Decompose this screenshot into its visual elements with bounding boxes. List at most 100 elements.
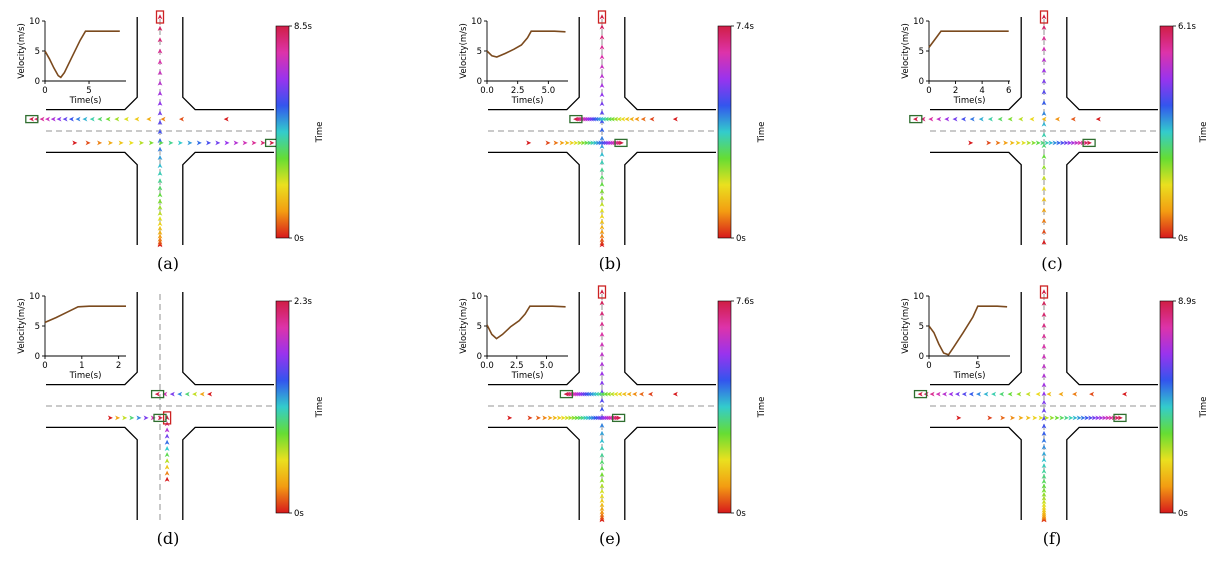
arrowhead-marker-icon <box>1070 116 1076 122</box>
arrowhead-marker-icon <box>672 391 678 397</box>
arrowhead-marker-icon <box>545 140 551 146</box>
trajectory-left <box>909 114 1101 124</box>
arrowhead-marker-icon <box>599 151 605 157</box>
time-colorbar: 6.1s 0s Time <box>1159 22 1209 244</box>
arrowhead-marker-icon <box>1007 116 1013 122</box>
arrowhead-marker-icon <box>233 140 239 146</box>
arrowhead-marker-icon <box>1041 473 1047 479</box>
arrowhead-marker-icon <box>1091 415 1097 421</box>
colorbar-label: Time <box>1199 122 1209 144</box>
arrowhead-marker-icon <box>596 116 602 122</box>
y-tick-label: 5 <box>477 322 482 332</box>
arrowhead-marker-icon <box>968 391 974 397</box>
road-edge-top-right <box>1066 17 1158 111</box>
trajectory-left <box>150 389 213 399</box>
arrowhead-marker-icon <box>251 140 257 146</box>
arrowhead-marker-icon <box>617 391 623 397</box>
arrowhead-marker-icon <box>620 116 626 122</box>
x-tick-label: 5 <box>975 361 980 371</box>
arrowhead-marker-icon <box>1041 164 1047 170</box>
arrowhead-marker-icon <box>224 140 230 146</box>
arrowhead-marker-icon <box>1041 116 1047 122</box>
arrowhead-marker-icon <box>162 391 168 397</box>
arrowhead-marker-icon <box>82 116 88 122</box>
arrowhead-marker-icon <box>613 116 619 122</box>
arrowhead-marker-icon <box>599 488 605 494</box>
arrowhead-marker-icon <box>1063 140 1069 146</box>
arrowhead-marker-icon <box>599 506 605 512</box>
arrowhead-marker-icon <box>1041 451 1047 457</box>
arrowhead-marker-icon <box>157 233 163 239</box>
trajectory-left <box>569 114 678 124</box>
colorbar-gradient <box>717 25 732 239</box>
other-vehicle-box <box>1082 138 1096 148</box>
arrowhead-marker-icon <box>1041 423 1047 429</box>
arrowhead-marker-icon <box>1016 391 1022 397</box>
arrowhead-marker-icon <box>599 54 605 60</box>
arrowhead-marker-icon <box>1021 140 1027 146</box>
arrowhead-marker-icon <box>1010 415 1016 421</box>
y-axis-label: Velocity(m/s) <box>459 298 469 354</box>
panel-caption: (a) <box>157 254 179 273</box>
colorbar-min-label: 0s <box>736 509 746 519</box>
arrowhead-marker-icon <box>610 140 616 146</box>
arrowhead-marker-icon <box>613 391 619 397</box>
arrowhead-marker-icon <box>157 146 163 152</box>
arrowhead-marker-icon <box>1041 229 1047 235</box>
intersection-roads <box>488 17 716 245</box>
arrowhead-marker-icon <box>944 116 950 122</box>
arrowhead-marker-icon <box>1054 116 1060 122</box>
arrowhead-marker-icon <box>1041 312 1047 317</box>
arrowhead-marker-icon <box>1041 218 1047 224</box>
arrowhead-marker-icon <box>1041 514 1047 520</box>
arrowhead-marker-icon <box>1044 140 1050 146</box>
arrowhead-marker-icon <box>160 116 166 122</box>
x-tick-label: 2.5 <box>511 86 525 96</box>
arrowhead-marker-icon <box>912 116 918 122</box>
arrowhead-marker-icon <box>574 116 580 122</box>
arrowhead-marker-icon <box>1041 463 1047 469</box>
arrowhead-marker-icon <box>1088 415 1094 421</box>
arrowhead-marker-icon <box>1041 121 1047 127</box>
intersection-roads <box>46 292 274 520</box>
y-tick-label: 10 <box>471 292 482 302</box>
arrowhead-marker-icon <box>593 415 599 421</box>
arrowhead-marker-icon <box>986 140 992 146</box>
arrowhead-marker-icon <box>1117 415 1123 421</box>
arrowhead-marker-icon <box>1041 196 1047 202</box>
arrowhead-marker-icon <box>599 512 605 518</box>
road-edge-bottom-right <box>182 426 274 520</box>
arrowhead-marker-icon <box>969 116 975 122</box>
colorbar-label: Time <box>315 122 325 144</box>
y-axis-label: Velocity(m/s) <box>17 298 27 354</box>
x-axis-label: Time(s) <box>69 371 102 381</box>
arrowhead-marker-icon <box>1041 502 1047 508</box>
arrowhead-marker-icon <box>639 391 645 397</box>
arrowhead-marker-icon <box>157 90 163 96</box>
arrowhead-marker-icon <box>595 140 601 146</box>
arrowhead-marker-icon <box>177 140 183 146</box>
arrowhead-marker-icon <box>606 391 612 397</box>
panel-caption: (e) <box>599 529 621 548</box>
y-axis-label: Velocity(m/s) <box>901 23 911 79</box>
arrowhead-marker-icon <box>599 380 605 386</box>
arrowhead-marker-icon <box>565 391 571 397</box>
arrowhead-marker-icon <box>146 116 152 122</box>
arrowhead-marker-icon <box>564 140 570 146</box>
arrowhead-marker-icon <box>1114 415 1120 421</box>
arrowhead-marker-icon <box>987 116 993 122</box>
arrowhead-marker-icon <box>599 237 605 243</box>
arrowhead-marker-icon <box>1026 140 1032 146</box>
arrowhead-marker-icon <box>599 465 605 471</box>
arrowhead-marker-icon <box>164 427 170 433</box>
y-tick-label: 0 <box>35 77 40 87</box>
arrowhead-marker-icon <box>1054 415 1060 421</box>
arrowhead-marker-icon <box>164 446 170 451</box>
arrowhead-marker-icon <box>168 140 174 146</box>
other-vehicle-box <box>25 114 39 124</box>
arrowhead-marker-icon <box>1086 140 1092 146</box>
arrowhead-marker-icon <box>1063 415 1069 421</box>
colorbar-min-label: 0s <box>1178 234 1188 244</box>
arrowhead-marker-icon <box>599 391 605 397</box>
